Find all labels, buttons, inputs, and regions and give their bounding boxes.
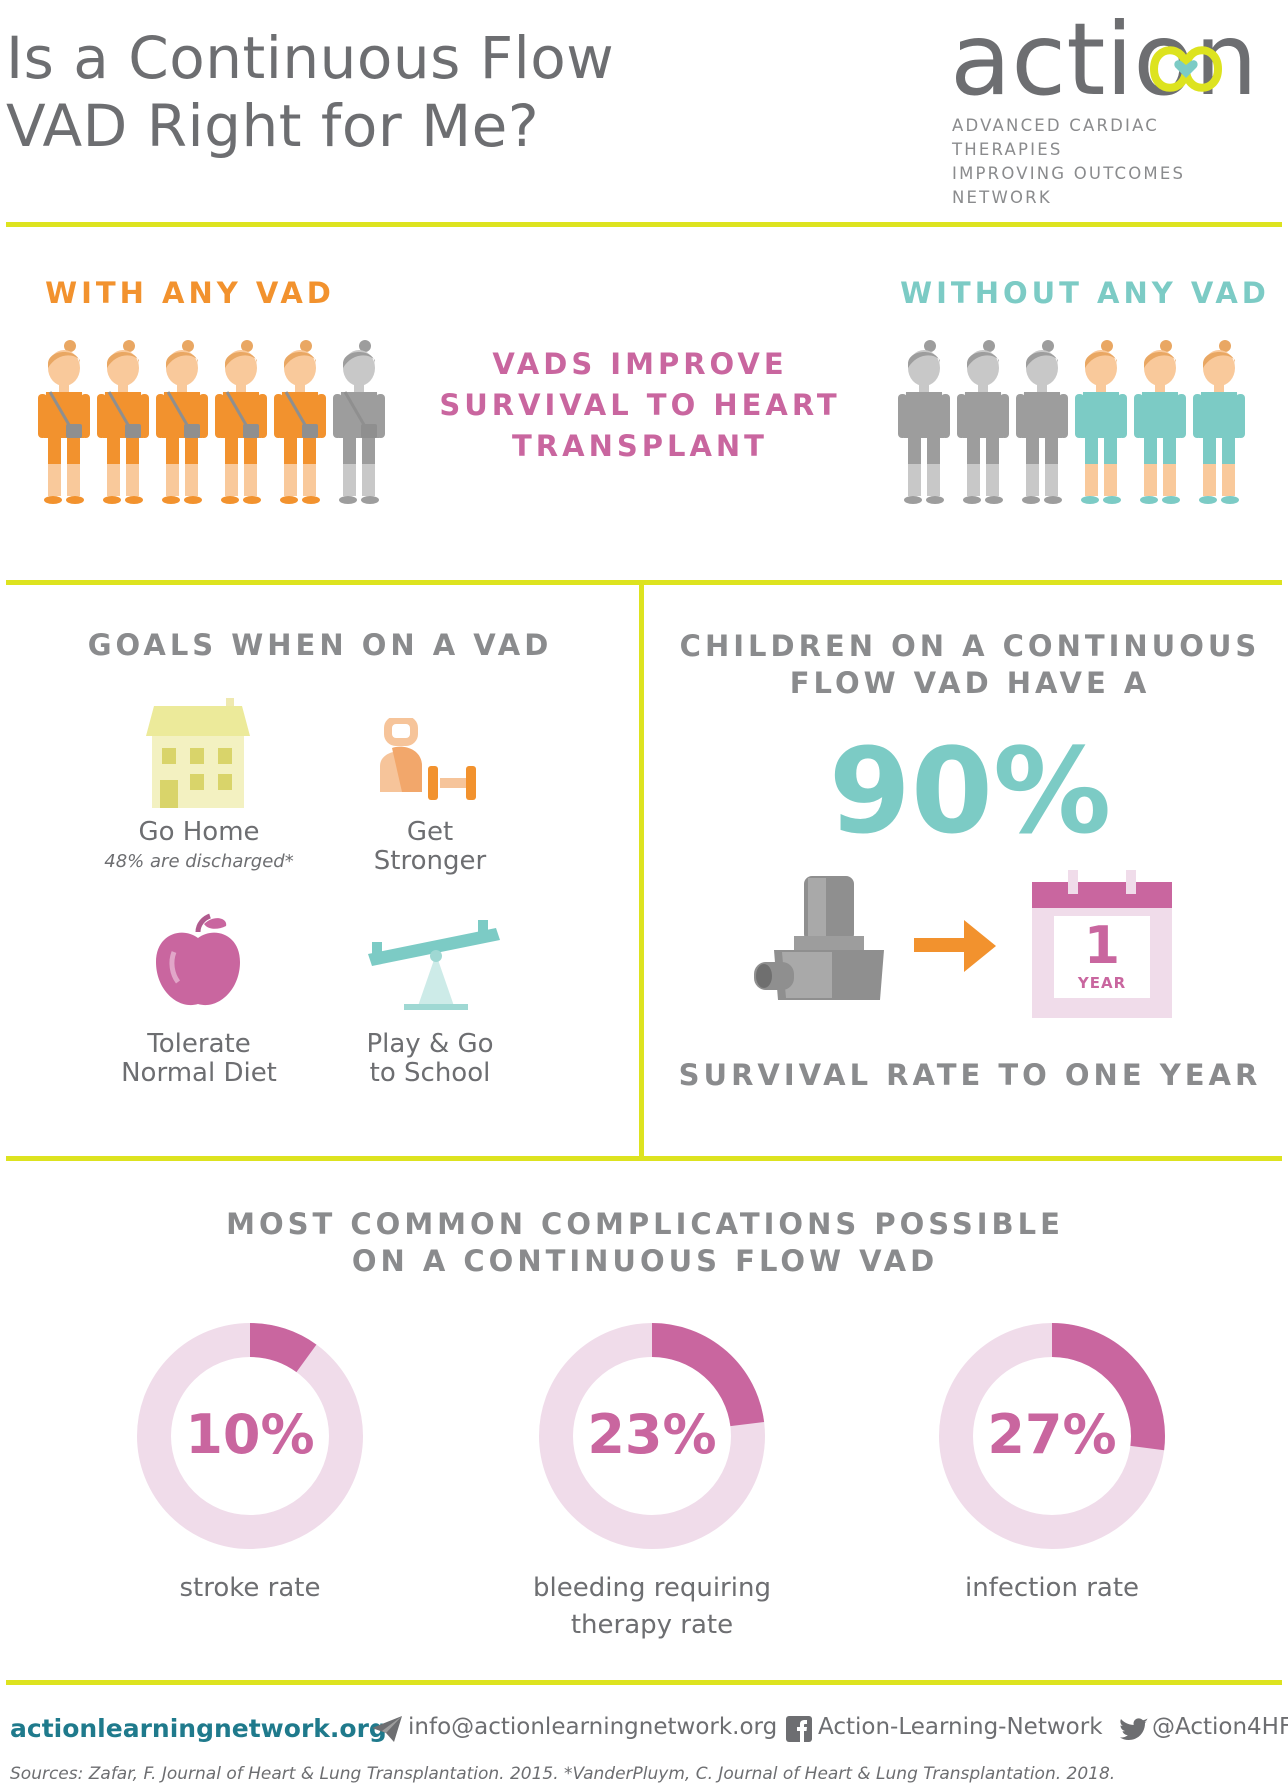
dumbbell-icon bbox=[380, 718, 476, 800]
title-line-1: Is a Continuous Flow bbox=[6, 24, 615, 92]
title-line-2: VAD Right for Me? bbox=[6, 92, 540, 160]
survival-heading-line-2: FLOW VAD HAVE A bbox=[789, 666, 1151, 700]
person-icon bbox=[97, 340, 149, 504]
divider-top bbox=[6, 222, 1282, 227]
goal-diet-line-2: Normal Diet bbox=[121, 1058, 277, 1088]
complication-value: 23% bbox=[587, 1403, 717, 1466]
goal-stronger-line-1: Get bbox=[406, 817, 454, 847]
calendar-number: 1 bbox=[1083, 916, 1121, 976]
goal-play-line-2: to School bbox=[369, 1058, 491, 1088]
goal-stronger-line-2: Stronger bbox=[373, 846, 487, 876]
without-vad-people bbox=[896, 338, 1250, 518]
statement-line-2: SURVIVAL TO HEART bbox=[439, 388, 841, 422]
complication-label: infection rate bbox=[902, 1570, 1202, 1607]
donut-chart bbox=[939, 1323, 1165, 1549]
twitter-icon bbox=[1120, 1718, 1148, 1740]
calendar-unit: YEAR bbox=[1077, 974, 1127, 992]
action-logo: action ADVANCED CARDIAC THERAPIES IMPROV… bbox=[948, 1, 1268, 207]
person-icon bbox=[1193, 340, 1245, 504]
seesaw-icon bbox=[368, 920, 500, 1010]
person-icon bbox=[898, 340, 950, 504]
with-vad-label: WITH ANY VAD bbox=[45, 276, 335, 310]
person-icon bbox=[38, 340, 90, 504]
heart-loop-icon bbox=[1149, 46, 1223, 92]
without-vad-label: WITHOUT ANY VAD bbox=[900, 276, 1270, 310]
footer-sources: Sources: Zafar, F. Journal of Heart & Lu… bbox=[10, 1764, 1116, 1784]
person-icon bbox=[1016, 340, 1068, 504]
goal-go-home: Go Home 48% are discharged* bbox=[96, 818, 302, 876]
logo-subtitle-1: ADVANCED CARDIAC THERAPIES bbox=[952, 116, 1160, 159]
complications-heading: MOST COMMON COMPLICATIONS POSSIBLE ON A … bbox=[100, 1206, 1190, 1280]
with-vad-people bbox=[36, 338, 390, 518]
survival-caption: SURVIVAL RATE TO ONE YEAR bbox=[678, 1058, 1262, 1092]
goal-play-line-1: Play & Go bbox=[366, 1029, 494, 1059]
goal-play-school: Play & Go to School bbox=[330, 1030, 530, 1088]
person-icon bbox=[333, 340, 385, 504]
complications-heading-line-2: ON A CONTINUOUS FLOW VAD bbox=[351, 1244, 939, 1278]
survival-heading-line-1: CHILDREN ON A CONTINUOUS bbox=[679, 629, 1261, 663]
logo-subtitle-2: IMPROVING OUTCOMES NETWORK bbox=[952, 164, 1186, 207]
divider-middle bbox=[6, 580, 1282, 585]
apple-icon bbox=[156, 913, 240, 1006]
goals-heading: GOALS WHEN ON A VAD bbox=[87, 628, 553, 662]
facebook-icon bbox=[786, 1716, 812, 1742]
complication-label-line-1: infection rate bbox=[964, 1573, 1140, 1603]
person-icon bbox=[274, 340, 326, 504]
donut-chart bbox=[137, 1323, 363, 1549]
donut-segment bbox=[539, 1323, 765, 1549]
footer-website[interactable]: actionlearningnetwork.org bbox=[10, 1714, 387, 1743]
goal-go-home-note: 48% are discharged* bbox=[104, 851, 294, 872]
divider-footer bbox=[6, 1680, 1282, 1685]
person-icon bbox=[1134, 340, 1186, 504]
divider-lower bbox=[6, 1156, 1282, 1161]
logo-wordmark: action bbox=[950, 1, 1258, 118]
complications-heading-line-1: MOST COMMON COMPLICATIONS POSSIBLE bbox=[226, 1207, 1064, 1241]
vad-improve-statement: VADS IMPROVE SURVIVAL TO HEART TRANSPLAN… bbox=[420, 344, 860, 467]
person-icon bbox=[215, 340, 267, 504]
house-icon bbox=[146, 698, 250, 808]
footer-facebook[interactable]: Action-Learning-Network bbox=[818, 1714, 1103, 1740]
vad-pump-icon bbox=[754, 876, 884, 1000]
person-icon bbox=[1075, 340, 1127, 504]
complication-label: stroke rate bbox=[100, 1570, 400, 1607]
footer-email[interactable]: info@actionlearningnetwork.org bbox=[408, 1714, 778, 1740]
donut-segment bbox=[939, 1323, 1165, 1549]
statement-line-3: TRANSPLANT bbox=[512, 429, 768, 463]
complication-value: 27% bbox=[987, 1403, 1117, 1466]
survival-heading: CHILDREN ON A CONTINUOUS FLOW VAD HAVE A bbox=[660, 628, 1280, 702]
goal-diet-line-1: Tolerate bbox=[147, 1029, 251, 1059]
statement-line-1: VADS IMPROVE bbox=[492, 347, 788, 381]
complication-label-line-2: therapy rate bbox=[570, 1610, 734, 1640]
divider-vertical bbox=[639, 580, 644, 1160]
donut-chart bbox=[539, 1323, 765, 1549]
complication-label: bleeding requiring therapy rate bbox=[502, 1570, 802, 1644]
goal-get-stronger: Get Stronger bbox=[330, 818, 530, 876]
complication-label-line-1: bleeding requiring bbox=[533, 1573, 771, 1603]
survival-percent: 90% bbox=[828, 722, 1112, 860]
arrow-right-icon bbox=[914, 920, 996, 972]
person-icon bbox=[156, 340, 208, 504]
donut-segment bbox=[137, 1323, 363, 1549]
complication-value: 10% bbox=[185, 1403, 315, 1466]
calendar-icon bbox=[1032, 870, 1172, 1018]
person-icon bbox=[957, 340, 1009, 504]
logo-word: action bbox=[950, 6, 1258, 106]
complication-label-line-1: stroke rate bbox=[179, 1573, 321, 1603]
footer-twitter[interactable]: @Action4HF bbox=[1152, 1714, 1288, 1740]
paper-plane-icon bbox=[372, 1716, 402, 1742]
page-title: Is a Continuous Flow VAD Right for Me? bbox=[6, 24, 614, 160]
goal-go-home-label: Go Home bbox=[138, 817, 260, 847]
goal-normal-diet: Tolerate Normal Diet bbox=[96, 1030, 302, 1088]
